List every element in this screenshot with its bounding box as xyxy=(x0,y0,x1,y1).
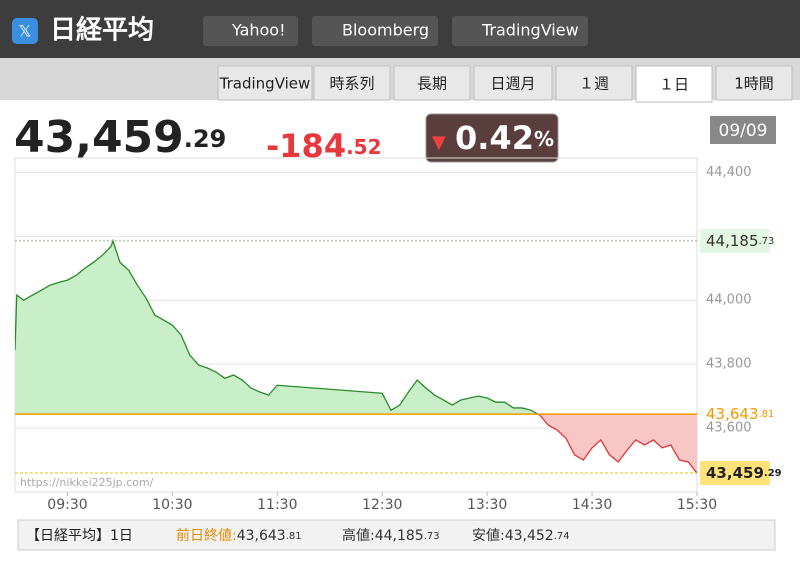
tab-label[interactable]: 時系列 xyxy=(329,75,374,93)
change: -184.52 xyxy=(266,127,382,165)
tab-label[interactable]: １週 xyxy=(579,75,609,93)
y-tick-label: 44,000 xyxy=(706,293,752,308)
percent-unit: % xyxy=(534,127,554,151)
plot-frame xyxy=(14,157,698,493)
tab-active[interactable] xyxy=(635,65,713,103)
plot: 43,60043,80044,00044,20044,40009:3010:30… xyxy=(14,157,782,513)
footer-low: 安値:43,452.74 xyxy=(472,528,570,544)
y-tick-label: 43,800 xyxy=(706,357,752,372)
link-button[interactable] xyxy=(203,16,298,46)
low-decimal: .74 xyxy=(554,531,570,542)
x-tick-label: 15:30 xyxy=(677,497,717,513)
x-icon[interactable] xyxy=(12,18,38,44)
prev_close-main: 43,643 xyxy=(706,405,759,423)
area-down xyxy=(537,414,697,474)
prev-decimal: .81 xyxy=(286,531,302,542)
tab[interactable] xyxy=(555,65,633,101)
percent-main: 0.42 xyxy=(455,119,534,157)
high-decimal: .73 xyxy=(424,531,440,542)
tab-label[interactable]: 1時間 xyxy=(734,75,774,93)
footer-high: 高値:44,185.73 xyxy=(342,527,440,544)
watermark: https://nikkei225jp.com/ xyxy=(20,476,154,489)
link-button[interactable] xyxy=(312,16,438,46)
tab-label[interactable]: 日週月 xyxy=(490,75,535,93)
date: 09/09 xyxy=(719,121,768,141)
x-tick-label: 13:30 xyxy=(467,497,507,513)
link[interactable]: Bloomberg xyxy=(342,21,429,40)
tab[interactable] xyxy=(715,65,793,101)
change-decimal: .52 xyxy=(346,135,381,159)
tab-label[interactable]: １日 xyxy=(659,76,689,94)
high-main: 44,185 xyxy=(706,231,759,249)
x-tick-label: 09:30 xyxy=(47,497,87,513)
prev_close-label: 43,643.81 xyxy=(706,405,774,423)
tab[interactable] xyxy=(313,65,391,101)
line-down xyxy=(536,414,697,474)
high-label: 44,185.73 xyxy=(706,231,774,249)
percent-badge xyxy=(425,113,559,163)
date-badge xyxy=(710,116,776,144)
tab[interactable] xyxy=(393,65,471,101)
tab-label[interactable]: TradingView xyxy=(219,75,311,93)
prev: 43,643 xyxy=(237,528,286,544)
tab-label[interactable]: 長期 xyxy=(417,75,447,93)
tab[interactable] xyxy=(473,65,553,101)
last-label: 43,459.29 xyxy=(706,464,782,482)
tab[interactable] xyxy=(217,65,313,101)
down-arrow: ▼ xyxy=(432,132,446,153)
link[interactable]: TradingView xyxy=(481,21,579,40)
prev-label: 前日終値: xyxy=(176,527,237,544)
y-tick-label: 43,600 xyxy=(706,421,752,436)
x-tick-label: 12:30 xyxy=(362,497,402,513)
high-label: 高値: xyxy=(342,527,375,544)
footer xyxy=(17,519,776,551)
price: 43,459.29 xyxy=(14,112,226,163)
footer-name: 【日経平均】1日 xyxy=(26,528,133,544)
low: 43,452 xyxy=(505,528,554,544)
last-decimal: .29 xyxy=(764,468,782,479)
line-up xyxy=(15,238,540,415)
footer-prev: 前日終値:43,643.81 xyxy=(176,527,302,544)
high: 44,185 xyxy=(375,528,424,544)
change-main: -184 xyxy=(266,127,346,165)
prev_close-decimal: .81 xyxy=(759,409,775,420)
price-decimal: .29 xyxy=(184,125,227,153)
link[interactable]: Yahoo! xyxy=(231,21,286,40)
high-decimal: .73 xyxy=(759,236,775,247)
last-main: 43,459 xyxy=(706,464,764,482)
price-main: 43,459 xyxy=(14,112,184,163)
low-label: 安値: xyxy=(472,528,505,544)
area-up xyxy=(15,240,697,415)
y-tick-label: 44,400 xyxy=(706,165,752,180)
high-tag xyxy=(700,228,770,253)
title: 日経平均 xyxy=(50,15,154,46)
x-glyph: 𝕏 xyxy=(19,22,32,41)
last-tag xyxy=(700,461,770,486)
x-tick-label: 11:30 xyxy=(257,497,297,513)
links: Yahoo! Bloomberg TradingView xyxy=(203,16,588,46)
x-tick-label: 14:30 xyxy=(572,497,612,513)
percent: 0.42% xyxy=(455,119,554,157)
x-tick-label: 10:30 xyxy=(152,497,192,513)
link-button[interactable] xyxy=(452,16,588,46)
